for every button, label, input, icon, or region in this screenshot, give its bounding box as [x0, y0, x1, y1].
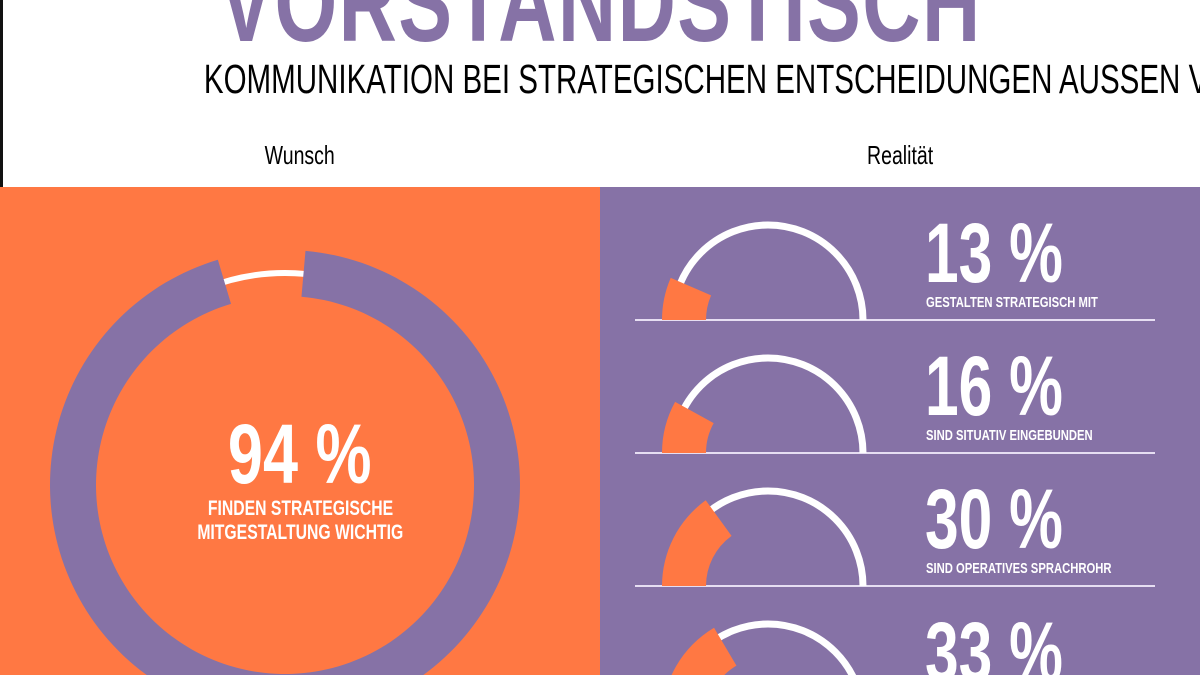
page-title: VORSTANDSTISCH [218, 0, 982, 65]
donut-chart [50, 250, 520, 675]
realitaet-panel: 13 % GESTALTEN STRATEGISCH MIT 16 % SIND SI… [600, 187, 1200, 697]
gauge-value: 13 % [925, 206, 1063, 300]
wunsch-panel: 94 % FINDEN STRATEGISCHE MITGESTALTUNG WI… [0, 187, 600, 675]
gauge-track [669, 221, 867, 321]
gauge-fill [662, 500, 732, 586]
gauge-label: SIND SITUATIV EINGEBUNDEN [926, 427, 1093, 444]
gauge-label: SIND OPERATIVES SPRACHROHR [926, 560, 1112, 577]
donut-value: 94 % [228, 407, 372, 501]
gauge-value: 30 % [925, 472, 1063, 566]
gauge-value: 16 % [925, 339, 1063, 433]
gauge-fill [662, 401, 714, 453]
gauge-track [679, 620, 857, 675]
gauge-chart [635, 221, 1155, 675]
page-subtitle: KOMMUNIKATION BEI STRATEGISCHEN ENTSCHEI… [203, 56, 1200, 102]
gauge-fill [662, 277, 712, 320]
column-heading-wunsch: Wunsch [264, 140, 336, 170]
gauge-fill [671, 627, 737, 675]
gauge-label: GESTALTEN STRATEGISCH MIT [926, 294, 1098, 311]
donut-label: FINDEN STRATEGISCHE MITGESTALTUNG WICHTIG [197, 497, 403, 544]
gauge-value: 33 % [925, 605, 1063, 699]
column-heading-realitaet: Realität [866, 140, 934, 170]
